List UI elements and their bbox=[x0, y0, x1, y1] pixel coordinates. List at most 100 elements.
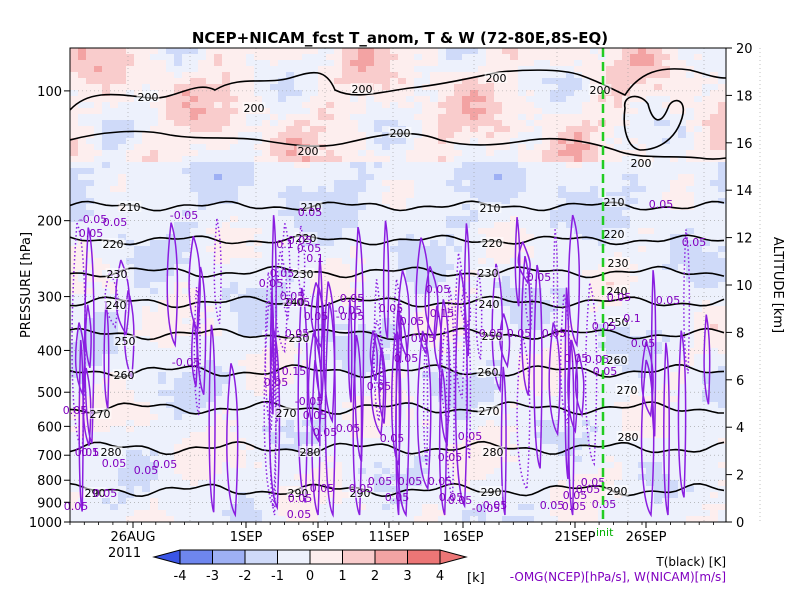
anomaly-cell bbox=[382, 126, 391, 133]
anomaly-cell bbox=[422, 468, 431, 475]
anomaly-cell bbox=[510, 330, 519, 337]
anomaly-cell bbox=[134, 390, 143, 397]
anomaly-cell bbox=[214, 72, 223, 79]
anomaly-cell bbox=[430, 300, 439, 307]
anomaly-cell bbox=[542, 90, 551, 97]
anomaly-cell bbox=[214, 498, 223, 505]
anomaly-cell bbox=[470, 132, 479, 139]
anomaly-cell bbox=[302, 240, 311, 247]
anomaly-cell bbox=[78, 48, 87, 55]
anomaly-cell bbox=[246, 210, 255, 217]
anomaly-cell bbox=[70, 444, 79, 451]
anomaly-cell bbox=[478, 378, 487, 385]
anomaly-cell bbox=[118, 402, 127, 409]
anomaly-cell bbox=[222, 282, 231, 289]
anomaly-cell bbox=[550, 354, 559, 361]
anomaly-cell bbox=[126, 96, 135, 103]
anomaly-cell bbox=[446, 204, 455, 211]
anomaly-cell bbox=[134, 120, 143, 127]
anomaly-cell bbox=[382, 438, 391, 445]
anomaly-cell bbox=[158, 222, 167, 229]
anomaly-cell bbox=[326, 144, 335, 151]
anomaly-cell bbox=[454, 228, 463, 235]
anomaly-cell bbox=[182, 162, 191, 169]
anomaly-cell bbox=[126, 48, 135, 55]
anomaly-cell bbox=[206, 90, 215, 97]
anomaly-cell bbox=[270, 444, 279, 451]
anomaly-cell bbox=[86, 84, 95, 91]
anomaly-cell bbox=[406, 114, 415, 121]
anomaly-cell bbox=[94, 402, 103, 409]
anomaly-cell bbox=[198, 54, 207, 61]
anomaly-cell bbox=[262, 180, 271, 187]
anomaly-cell bbox=[174, 120, 183, 127]
anomaly-cell bbox=[406, 96, 415, 103]
anomaly-cell bbox=[486, 60, 495, 67]
anomaly-cell bbox=[350, 78, 359, 85]
anomaly-cell bbox=[374, 258, 383, 265]
anomaly-cell bbox=[430, 138, 439, 145]
anomaly-cell bbox=[438, 438, 447, 445]
anomaly-cell bbox=[526, 402, 535, 409]
anomaly-cell bbox=[126, 408, 135, 415]
anomaly-cell bbox=[478, 138, 487, 145]
anomaly-cell bbox=[470, 108, 479, 115]
anomaly-cell bbox=[478, 396, 487, 403]
anomaly-cell bbox=[438, 480, 447, 487]
anomaly-cell bbox=[174, 54, 183, 61]
anomaly-cell bbox=[86, 114, 95, 121]
anomaly-cell bbox=[502, 504, 511, 511]
anomaly-cell bbox=[558, 330, 567, 337]
anomaly-cell bbox=[478, 414, 487, 421]
anomaly-cell bbox=[246, 318, 255, 325]
anomaly-cell bbox=[318, 468, 327, 475]
anomaly-cell bbox=[86, 120, 95, 127]
anomaly-cell bbox=[478, 474, 487, 481]
anomaly-cell bbox=[182, 498, 191, 505]
anomaly-cell bbox=[174, 156, 183, 163]
anomaly-cell bbox=[214, 192, 223, 199]
anomaly-cell bbox=[246, 180, 255, 187]
anomaly-cell bbox=[182, 120, 191, 127]
anomaly-cell bbox=[558, 264, 567, 271]
anomaly-cell bbox=[254, 180, 263, 187]
anomaly-cell bbox=[134, 438, 143, 445]
anomaly-cell bbox=[142, 204, 151, 211]
anomaly-cell bbox=[446, 360, 455, 367]
anomaly-cell bbox=[318, 228, 327, 235]
anomaly-cell bbox=[158, 270, 167, 277]
anomaly-cell bbox=[334, 516, 343, 522]
anomaly-cell bbox=[246, 366, 255, 373]
anomaly-cell bbox=[246, 222, 255, 229]
anomaly-cell bbox=[318, 132, 327, 139]
anomaly-cell bbox=[78, 258, 87, 265]
anomaly-cell bbox=[118, 492, 127, 499]
anomaly-cell bbox=[342, 84, 351, 91]
anomaly-cell bbox=[446, 396, 455, 403]
anomaly-cell bbox=[254, 120, 263, 127]
anomaly-cell bbox=[486, 228, 495, 235]
anomaly-cell bbox=[374, 348, 383, 355]
anomaly-cell bbox=[446, 504, 455, 511]
anomaly-cell bbox=[454, 276, 463, 283]
anomaly-cell bbox=[166, 138, 175, 145]
anomaly-cell bbox=[110, 384, 119, 391]
anomaly-cell bbox=[78, 126, 87, 133]
anomaly-cell bbox=[358, 330, 367, 337]
anomaly-cell bbox=[198, 102, 207, 109]
anomaly-cell bbox=[566, 288, 575, 295]
anomaly-cell bbox=[254, 420, 263, 427]
anomaly-cell bbox=[102, 78, 111, 85]
anomaly-cell bbox=[246, 516, 255, 522]
anomaly-cell bbox=[542, 276, 551, 283]
anomaly-cell bbox=[150, 114, 159, 121]
anomaly-cell bbox=[150, 246, 159, 253]
anomaly-cell bbox=[574, 48, 583, 55]
anomaly-cell bbox=[190, 288, 199, 295]
anomaly-cell bbox=[462, 276, 471, 283]
anomaly-cell bbox=[334, 246, 343, 253]
anomaly-cell bbox=[230, 516, 239, 522]
anomaly-cell bbox=[318, 426, 327, 433]
anomaly-cell bbox=[262, 378, 271, 385]
anomaly-cell bbox=[94, 432, 103, 439]
